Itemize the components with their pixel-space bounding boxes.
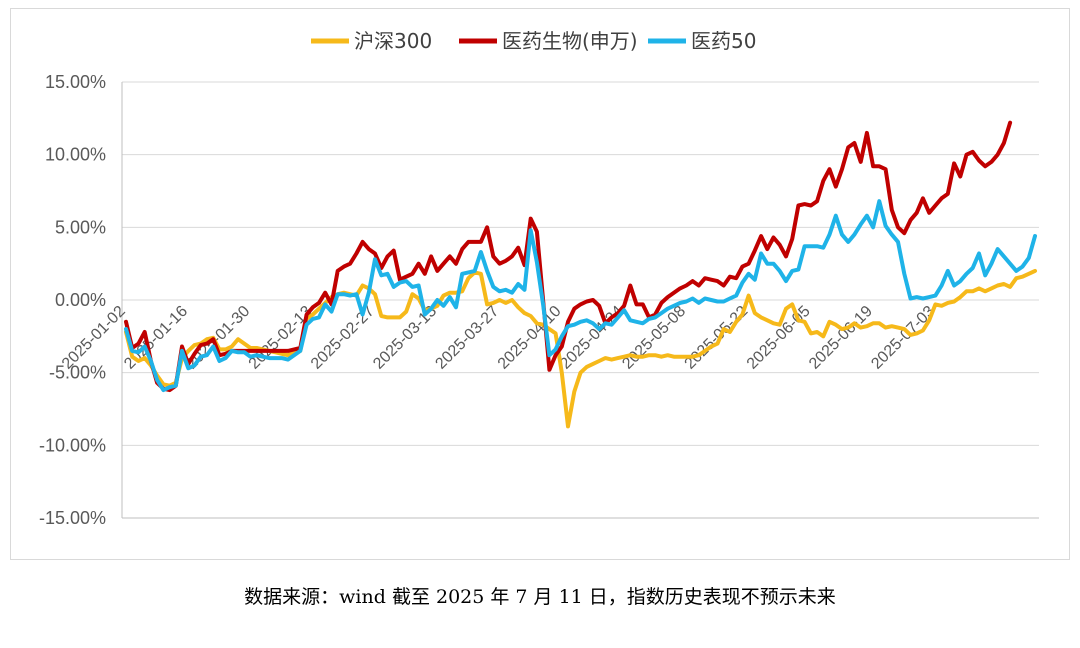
y-tick-label: 5.00% (55, 217, 106, 237)
y-tick-label: -10.00% (39, 435, 106, 455)
legend-label: 医药生物(申万) (502, 29, 638, 53)
series-line-2 (124, 199, 1037, 393)
x-tick-label: 2025-02-27 (308, 303, 378, 373)
chart-frame: 沪深300 医药生物(申万) 医药50 15.00% 10.00% 5.00% 0.00%… (10, 8, 1070, 560)
y-tick-label: -15.00% (39, 508, 106, 528)
y-tick-label: 15.00% (45, 72, 106, 92)
series-lines (124, 120, 1037, 429)
legend-label: 医药50 (691, 29, 756, 53)
x-tick-label: 2025-06-19 (806, 303, 876, 373)
y-gridlines (121, 81, 1039, 519)
x-tick-label: 2025-07-03 (868, 303, 938, 373)
y-axis-tick-labels: 15.00% 10.00% 5.00% 0.00% -5.00% -10.00% -15.0… (39, 72, 106, 528)
y-tick-label: -5.00% (49, 363, 106, 383)
line-chart: 沪深300 医药生物(申万) 医药50 15.00% 10.00% 5.00% 0.00%… (39, 29, 1039, 528)
series-line-1 (124, 120, 1013, 393)
x-tick-label: 2025-03-27 (432, 303, 502, 373)
legend-label: 沪深300 (354, 29, 432, 53)
chart-legend: 沪深300 医药生物(申万) 医药50 (311, 29, 756, 53)
y-tick-label: 0.00% (55, 290, 106, 310)
source-caption: 数据来源：wind 截至 2025 年 7 月 11 日，指数历史表现不预示未来 (244, 586, 836, 608)
y-tick-label: 10.00% (45, 145, 106, 165)
